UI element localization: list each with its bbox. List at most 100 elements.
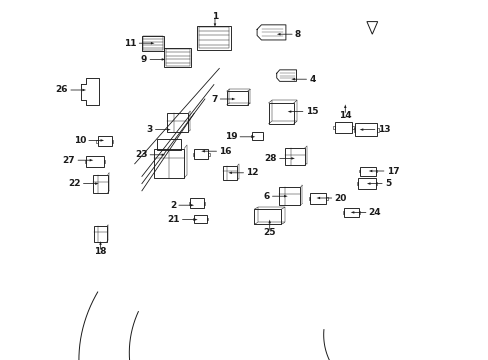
Text: 11: 11 bbox=[124, 39, 136, 48]
Bar bbox=[262, 135, 263, 137]
Text: 19: 19 bbox=[224, 132, 237, 141]
Bar bbox=[96, 140, 98, 143]
Bar bbox=[355, 123, 376, 136]
Bar bbox=[359, 170, 360, 172]
Text: 23: 23 bbox=[135, 150, 147, 159]
Polygon shape bbox=[284, 195, 287, 197]
Bar bbox=[194, 215, 206, 223]
Bar bbox=[93, 175, 107, 193]
Bar bbox=[112, 140, 113, 143]
Polygon shape bbox=[276, 33, 280, 35]
Bar bbox=[257, 207, 284, 222]
Polygon shape bbox=[228, 171, 231, 174]
Polygon shape bbox=[251, 135, 255, 138]
Polygon shape bbox=[194, 218, 197, 221]
Bar bbox=[358, 211, 359, 214]
Text: 14: 14 bbox=[338, 111, 351, 120]
Polygon shape bbox=[231, 98, 235, 100]
Polygon shape bbox=[291, 157, 294, 160]
Text: 12: 12 bbox=[246, 168, 258, 177]
Bar bbox=[194, 149, 208, 159]
Bar bbox=[285, 148, 304, 165]
Text: 22: 22 bbox=[68, 179, 81, 188]
Text: 1: 1 bbox=[211, 12, 218, 21]
Bar bbox=[98, 136, 112, 146]
Bar bbox=[229, 89, 250, 103]
Bar bbox=[226, 91, 247, 105]
Bar bbox=[353, 127, 355, 132]
Bar bbox=[203, 202, 204, 205]
Bar bbox=[86, 156, 103, 167]
Bar bbox=[358, 178, 375, 189]
Text: 7: 7 bbox=[211, 94, 217, 104]
Bar bbox=[271, 100, 296, 121]
Text: 6: 6 bbox=[263, 192, 269, 201]
Polygon shape bbox=[162, 153, 165, 156]
Bar bbox=[153, 148, 184, 178]
Bar bbox=[344, 208, 358, 217]
Bar bbox=[375, 170, 376, 172]
Bar bbox=[206, 218, 207, 220]
Bar bbox=[167, 113, 188, 132]
Bar bbox=[208, 153, 209, 156]
Bar bbox=[254, 209, 281, 224]
Polygon shape bbox=[101, 139, 104, 141]
Bar bbox=[333, 126, 334, 130]
Text: 4: 4 bbox=[309, 75, 315, 84]
Polygon shape bbox=[201, 150, 204, 153]
Polygon shape bbox=[213, 23, 216, 27]
Polygon shape bbox=[366, 183, 370, 185]
Text: 20: 20 bbox=[334, 194, 346, 202]
Polygon shape bbox=[344, 104, 346, 108]
Polygon shape bbox=[287, 110, 291, 113]
Polygon shape bbox=[359, 129, 363, 131]
Text: 26: 26 bbox=[56, 85, 68, 94]
Bar bbox=[278, 187, 300, 205]
Text: 25: 25 bbox=[263, 228, 275, 237]
Polygon shape bbox=[95, 183, 99, 185]
Bar bbox=[334, 122, 351, 133]
Polygon shape bbox=[291, 78, 294, 81]
Polygon shape bbox=[190, 204, 194, 206]
Polygon shape bbox=[151, 42, 154, 44]
Text: 8: 8 bbox=[294, 30, 301, 39]
Bar bbox=[223, 166, 237, 180]
Bar bbox=[360, 166, 375, 175]
Bar bbox=[250, 135, 251, 137]
Polygon shape bbox=[167, 129, 170, 131]
Bar bbox=[189, 202, 190, 205]
Bar bbox=[356, 182, 358, 185]
Polygon shape bbox=[316, 197, 320, 199]
Bar bbox=[193, 218, 194, 220]
Text: 28: 28 bbox=[264, 154, 276, 163]
Text: 5: 5 bbox=[384, 179, 390, 188]
Bar bbox=[376, 127, 378, 132]
Bar bbox=[190, 198, 203, 208]
Text: 9: 9 bbox=[141, 55, 147, 64]
Text: 16: 16 bbox=[219, 147, 231, 156]
Bar bbox=[193, 153, 194, 156]
Bar bbox=[251, 132, 262, 140]
Polygon shape bbox=[99, 241, 102, 245]
Bar bbox=[156, 139, 181, 150]
Polygon shape bbox=[89, 159, 93, 161]
Bar bbox=[103, 160, 105, 163]
Polygon shape bbox=[162, 58, 165, 60]
Polygon shape bbox=[82, 89, 86, 91]
Bar bbox=[325, 197, 327, 200]
Text: 17: 17 bbox=[386, 166, 399, 175]
Text: 10: 10 bbox=[74, 136, 86, 145]
Bar bbox=[308, 197, 309, 200]
Bar bbox=[309, 193, 325, 204]
Polygon shape bbox=[350, 211, 354, 213]
Text: 21: 21 bbox=[167, 215, 179, 224]
Text: 18: 18 bbox=[94, 247, 106, 256]
Polygon shape bbox=[268, 220, 270, 223]
Bar bbox=[268, 103, 293, 124]
Bar bbox=[94, 226, 106, 242]
Text: 2: 2 bbox=[169, 201, 176, 210]
Text: 15: 15 bbox=[305, 107, 318, 116]
Text: 24: 24 bbox=[368, 208, 381, 217]
Text: 3: 3 bbox=[146, 125, 152, 134]
Bar bbox=[351, 126, 353, 130]
